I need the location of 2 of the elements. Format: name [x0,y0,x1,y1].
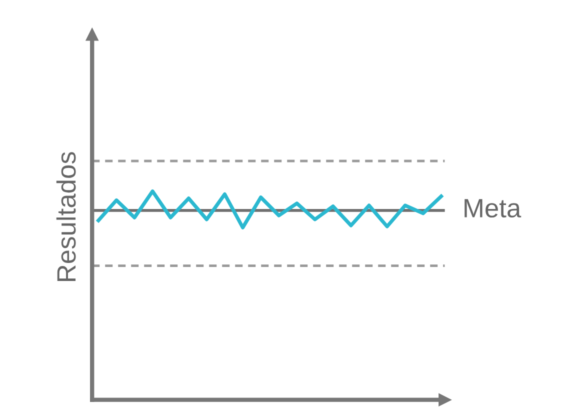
y-axis-title: Resultados [56,152,76,281]
ref-line-label: Meta [464,199,522,218]
